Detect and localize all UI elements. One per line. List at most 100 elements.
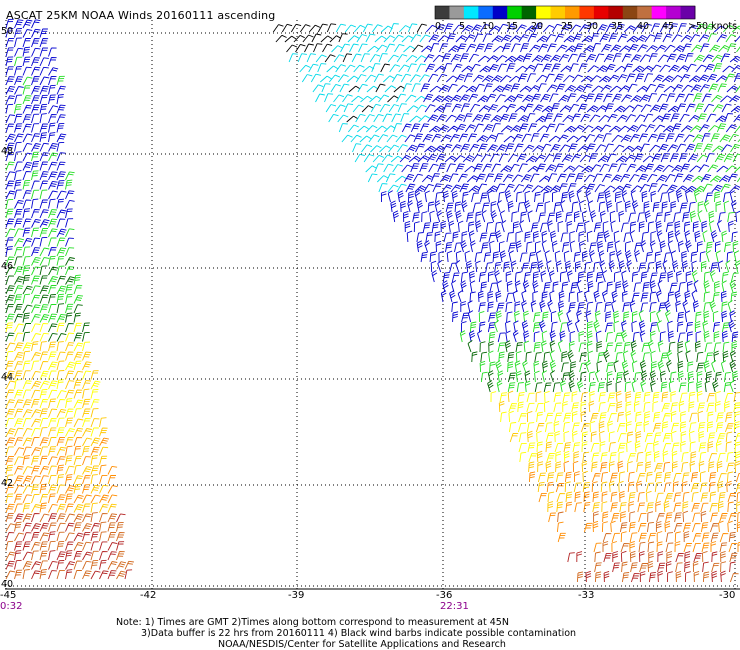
- wind-barb: [477, 330, 483, 343]
- wind-barb: [73, 304, 83, 314]
- wind-barb: [315, 54, 327, 63]
- wind-barb: [73, 445, 82, 456]
- wind-barb: [679, 392, 688, 403]
- wind-barb: [654, 83, 665, 93]
- wind-barb: [595, 330, 602, 343]
- colorbar: [434, 5, 696, 20]
- wind-barb: [22, 95, 32, 105]
- wind-barb: [716, 34, 728, 43]
- wind-barb: [90, 541, 99, 551]
- wind-barb: [655, 212, 663, 223]
- wind-barb: [39, 94, 48, 105]
- wind-barb: [454, 74, 466, 83]
- wind-barb: [731, 200, 737, 213]
- wind-barb: [610, 174, 622, 183]
- wind-barb: [508, 242, 516, 253]
- wind-barb: [56, 85, 66, 95]
- wind-barb: [39, 189, 48, 200]
- wind-barb: [632, 331, 640, 343]
- wind-barb: [441, 184, 453, 193]
- wind-barb: [555, 461, 562, 473]
- wind-barb: [22, 389, 32, 399]
- wind-barb: [601, 521, 608, 533]
- wind-barb: [603, 230, 610, 243]
- wind-barb: [643, 391, 651, 403]
- wind-barb: [592, 43, 601, 53]
- wind-barb: [522, 280, 530, 293]
- wind-barb: [502, 43, 512, 53]
- wind-barb: [82, 541, 92, 551]
- wind-barb: [320, 35, 333, 43]
- wind-barb: [662, 450, 669, 463]
- lat-label-44: 44: [1, 372, 14, 383]
- wind-barb: [22, 532, 32, 542]
- wind-barb: [535, 241, 541, 252]
- wind-barb: [586, 143, 596, 153]
- wind-barb: [631, 104, 643, 113]
- wind-barb: [717, 473, 727, 483]
- wind-barb: [352, 104, 364, 113]
- wind-barb: [39, 502, 47, 513]
- wind-barb: [623, 25, 636, 33]
- wind-barb: [431, 270, 438, 283]
- wind-barb: [547, 173, 558, 183]
- wind-barb: [499, 392, 508, 403]
- wind-barb: [547, 220, 553, 233]
- colorbar-label-45: 45: [662, 21, 675, 32]
- wind-barb: [445, 75, 458, 83]
- wind-barb: [301, 74, 313, 83]
- wind-barb: [48, 190, 58, 200]
- wind-barb: [480, 281, 487, 293]
- wind-barb: [666, 551, 673, 563]
- wind-barb: [622, 350, 629, 363]
- wind-barb: [370, 145, 382, 153]
- wind-barb: [82, 388, 90, 399]
- wind-barb: [31, 123, 40, 133]
- wind-barb: [577, 290, 583, 303]
- wind-barb: [713, 331, 720, 342]
- wind-barb: [618, 480, 624, 493]
- wind-barb: [416, 232, 424, 243]
- wind-barb: [526, 392, 535, 403]
- wind-barb: [496, 302, 505, 313]
- wind-barb: [5, 190, 16, 200]
- wind-barb: [697, 241, 703, 253]
- wind-barb: [545, 432, 554, 443]
- wind-barb: [670, 410, 677, 423]
- wind-barb: [724, 392, 733, 403]
- wind-barb: [697, 422, 706, 433]
- wind-barb: [510, 83, 520, 93]
- wind-barb: [726, 85, 739, 93]
- wind-barb: [397, 190, 404, 203]
- wind-barb: [587, 350, 593, 363]
- wind-barb: [5, 76, 15, 86]
- wind-barb: [378, 53, 388, 63]
- wind-barb: [685, 321, 693, 333]
- wind-barb: [528, 471, 536, 483]
- wind-barb: [450, 94, 462, 103]
- wind-barb: [430, 173, 440, 183]
- wind-barb: [521, 320, 529, 333]
- wind-barb: [696, 371, 703, 383]
- wind-barb: [649, 302, 657, 313]
- wind-barb: [446, 33, 456, 43]
- wind-barb: [652, 201, 660, 213]
- wind-barb: [509, 35, 522, 43]
- wind-barb: [14, 133, 24, 143]
- wind-barb: [5, 322, 14, 333]
- wind-barb: [14, 323, 24, 333]
- wind-barb: [56, 293, 64, 304]
- wind-barb: [558, 183, 568, 193]
- wind-barb: [690, 84, 702, 93]
- wind-barb: [549, 360, 557, 373]
- wind-barb: [509, 163, 520, 173]
- wind-barb: [488, 232, 497, 243]
- wind-barb: [677, 350, 683, 363]
- wind-barb: [554, 163, 564, 173]
- wind-barb: [677, 341, 684, 353]
- wind-barb: [338, 123, 348, 133]
- wind-barb: [515, 370, 522, 383]
- wind-barb: [587, 65, 599, 73]
- wind-barb: [575, 222, 584, 233]
- wind-barb: [31, 370, 41, 380]
